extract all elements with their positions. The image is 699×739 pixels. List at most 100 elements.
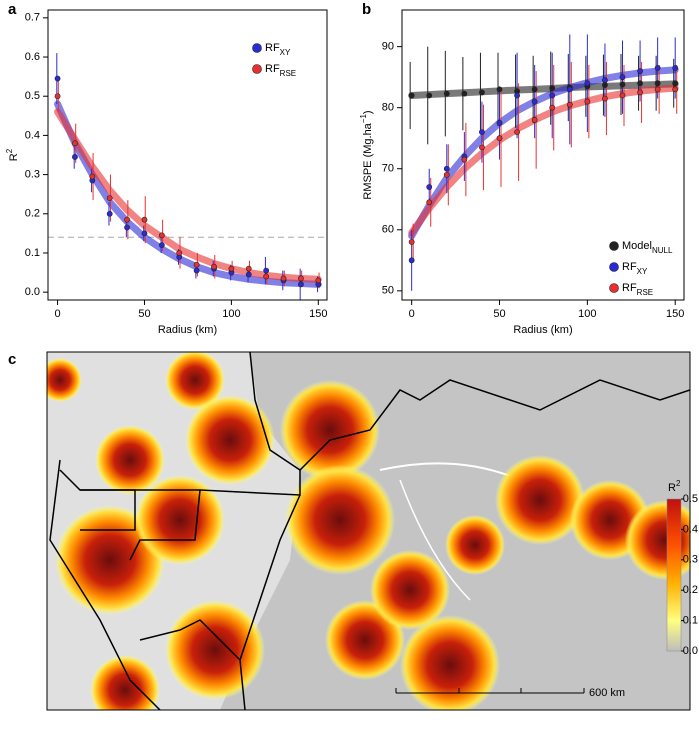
- map-frame: [46, 351, 691, 711]
- legend-label: RFXY: [265, 42, 291, 57]
- point: [245, 265, 252, 272]
- point: [602, 95, 608, 102]
- fit-curve: [408, 80, 679, 99]
- point: [263, 273, 270, 280]
- x-tick-label: 150: [666, 308, 684, 320]
- point: [211, 263, 217, 270]
- borders: [49, 352, 690, 710]
- point: [654, 65, 661, 71]
- x-tick-label: 50: [138, 308, 150, 320]
- y-axis-label-part: ): [362, 110, 374, 114]
- point: [479, 129, 485, 136]
- panel-label: c: [8, 351, 16, 368]
- y-axis-label-part: 2: [5, 148, 14, 153]
- point: [298, 281, 304, 288]
- fit-curve: [408, 66, 679, 240]
- point: [408, 257, 415, 264]
- point: [531, 116, 538, 123]
- point: [584, 80, 591, 87]
- point: [619, 92, 626, 99]
- point: [228, 265, 235, 272]
- point: [461, 156, 468, 163]
- x-axis-label: Radius (km): [158, 324, 217, 336]
- x-tick-label: 50: [493, 308, 505, 320]
- x-tick-label: 0: [54, 308, 60, 320]
- point: [426, 184, 433, 190]
- colorbar-tick-label: 0.2: [683, 584, 698, 596]
- colorbar-tick-label: 0.3: [683, 554, 698, 566]
- x-tick-label: 0: [409, 308, 415, 320]
- point: [637, 68, 643, 74]
- colorbar-title-part: R: [668, 482, 676, 494]
- point: [566, 86, 573, 93]
- heat-blobs: [47, 352, 690, 710]
- fit-curve: [54, 108, 322, 283]
- y-axis-label: RMSPE (Mg.ha−1): [359, 110, 374, 199]
- legend-label: RFXY: [622, 261, 648, 276]
- colorbar-tick-label: 0.4: [683, 523, 698, 535]
- point: [443, 165, 450, 172]
- y-tick-label: 0.5: [25, 90, 40, 102]
- point: [549, 92, 556, 99]
- y-axis-label-part: R: [8, 153, 20, 161]
- point: [602, 77, 608, 84]
- point: [141, 216, 148, 223]
- point: [637, 80, 643, 87]
- point: [426, 199, 433, 206]
- map: 600 km c: [8, 351, 691, 711]
- point: [654, 80, 661, 87]
- legend-label-part: RSE: [280, 69, 296, 78]
- point: [408, 92, 415, 99]
- point: [315, 277, 322, 284]
- point: [672, 80, 679, 87]
- point: [245, 271, 252, 278]
- point: [263, 267, 270, 274]
- colorbar: [666, 498, 682, 652]
- y-tick-label: 80: [382, 102, 394, 114]
- x-tick-label: 100: [222, 308, 240, 320]
- plot-frame: [47, 9, 328, 301]
- point: [280, 275, 287, 282]
- point: [72, 154, 78, 160]
- point: [193, 267, 200, 274]
- point: [496, 135, 503, 142]
- y-tick-label: 90: [382, 41, 394, 53]
- legend-label-part: XY: [637, 267, 648, 276]
- legend-label-part: NULL: [652, 246, 673, 255]
- point: [54, 93, 61, 100]
- y-tick-label: 0.2: [25, 208, 40, 220]
- y-tick-label: 0.1: [25, 247, 40, 259]
- point: [72, 140, 78, 147]
- legend-marker: [609, 283, 619, 293]
- point: [566, 101, 573, 108]
- point: [408, 239, 415, 245]
- legend-marker: [252, 64, 262, 74]
- x-tick-label: 100: [578, 308, 596, 320]
- point: [672, 65, 679, 71]
- point: [479, 89, 485, 96]
- y-tick-label: 70: [382, 163, 394, 175]
- river: [399, 479, 471, 601]
- x-axis-label: Radius (km): [513, 324, 572, 336]
- point: [531, 86, 538, 93]
- colorbar-tick-label: 0.5: [683, 493, 698, 505]
- map-layers: [47, 352, 690, 710]
- legend-label-part: RSE: [637, 288, 653, 297]
- point: [124, 216, 130, 223]
- point: [158, 232, 165, 239]
- point: [479, 144, 485, 151]
- y-tick-label: 0.3: [25, 169, 40, 181]
- point: [602, 82, 608, 88]
- legend-label-part: XY: [280, 48, 291, 57]
- y-axis-label-part: −1: [359, 114, 368, 124]
- legend-label-part: RF: [265, 63, 280, 75]
- colorbar-title-part: 2: [676, 479, 681, 488]
- point: [531, 98, 538, 105]
- legend-marker: [609, 241, 619, 251]
- point: [298, 275, 304, 282]
- panel-label: a: [8, 1, 17, 18]
- legend-label-part: RF: [622, 261, 637, 273]
- legend-label-part: Model: [622, 240, 652, 252]
- point: [619, 81, 626, 88]
